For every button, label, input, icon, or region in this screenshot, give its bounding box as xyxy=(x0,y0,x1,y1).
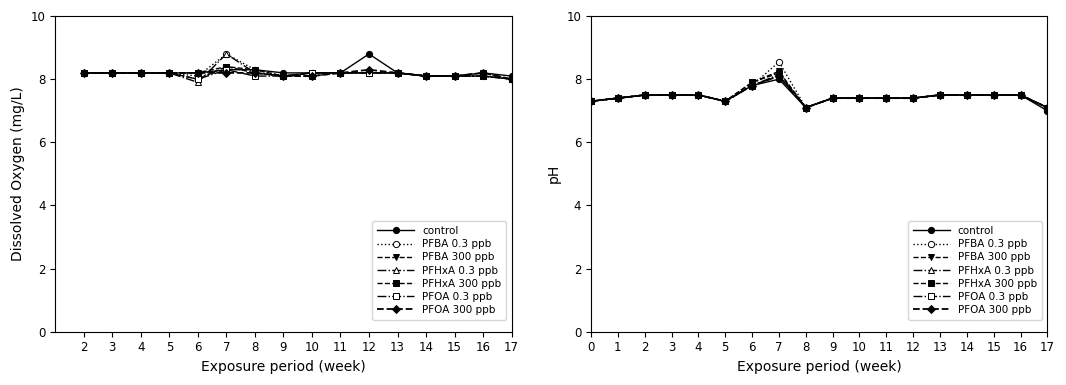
Legend: control, PFBA 0.3 ppb, PFBA 300 ppb, PFHxA 0.3 ppb, PFHxA 300 ppb, PFOA 0.3 ppb,: control, PFBA 0.3 ppb, PFBA 300 ppb, PFH… xyxy=(372,221,506,320)
X-axis label: Exposure period (week): Exposure period (week) xyxy=(737,360,902,374)
Legend: control, PFBA 0.3 ppb, PFBA 300 ppb, PFHxA 0.3 ppb, PFHxA 300 ppb, PFOA 0.3 ppb,: control, PFBA 0.3 ppb, PFBA 300 ppb, PFH… xyxy=(908,221,1043,320)
Y-axis label: pH: pH xyxy=(547,164,561,184)
X-axis label: Exposure period (week): Exposure period (week) xyxy=(201,360,366,374)
Y-axis label: Dissolved Oxygen (mg/L): Dissolved Oxygen (mg/L) xyxy=(11,87,26,261)
